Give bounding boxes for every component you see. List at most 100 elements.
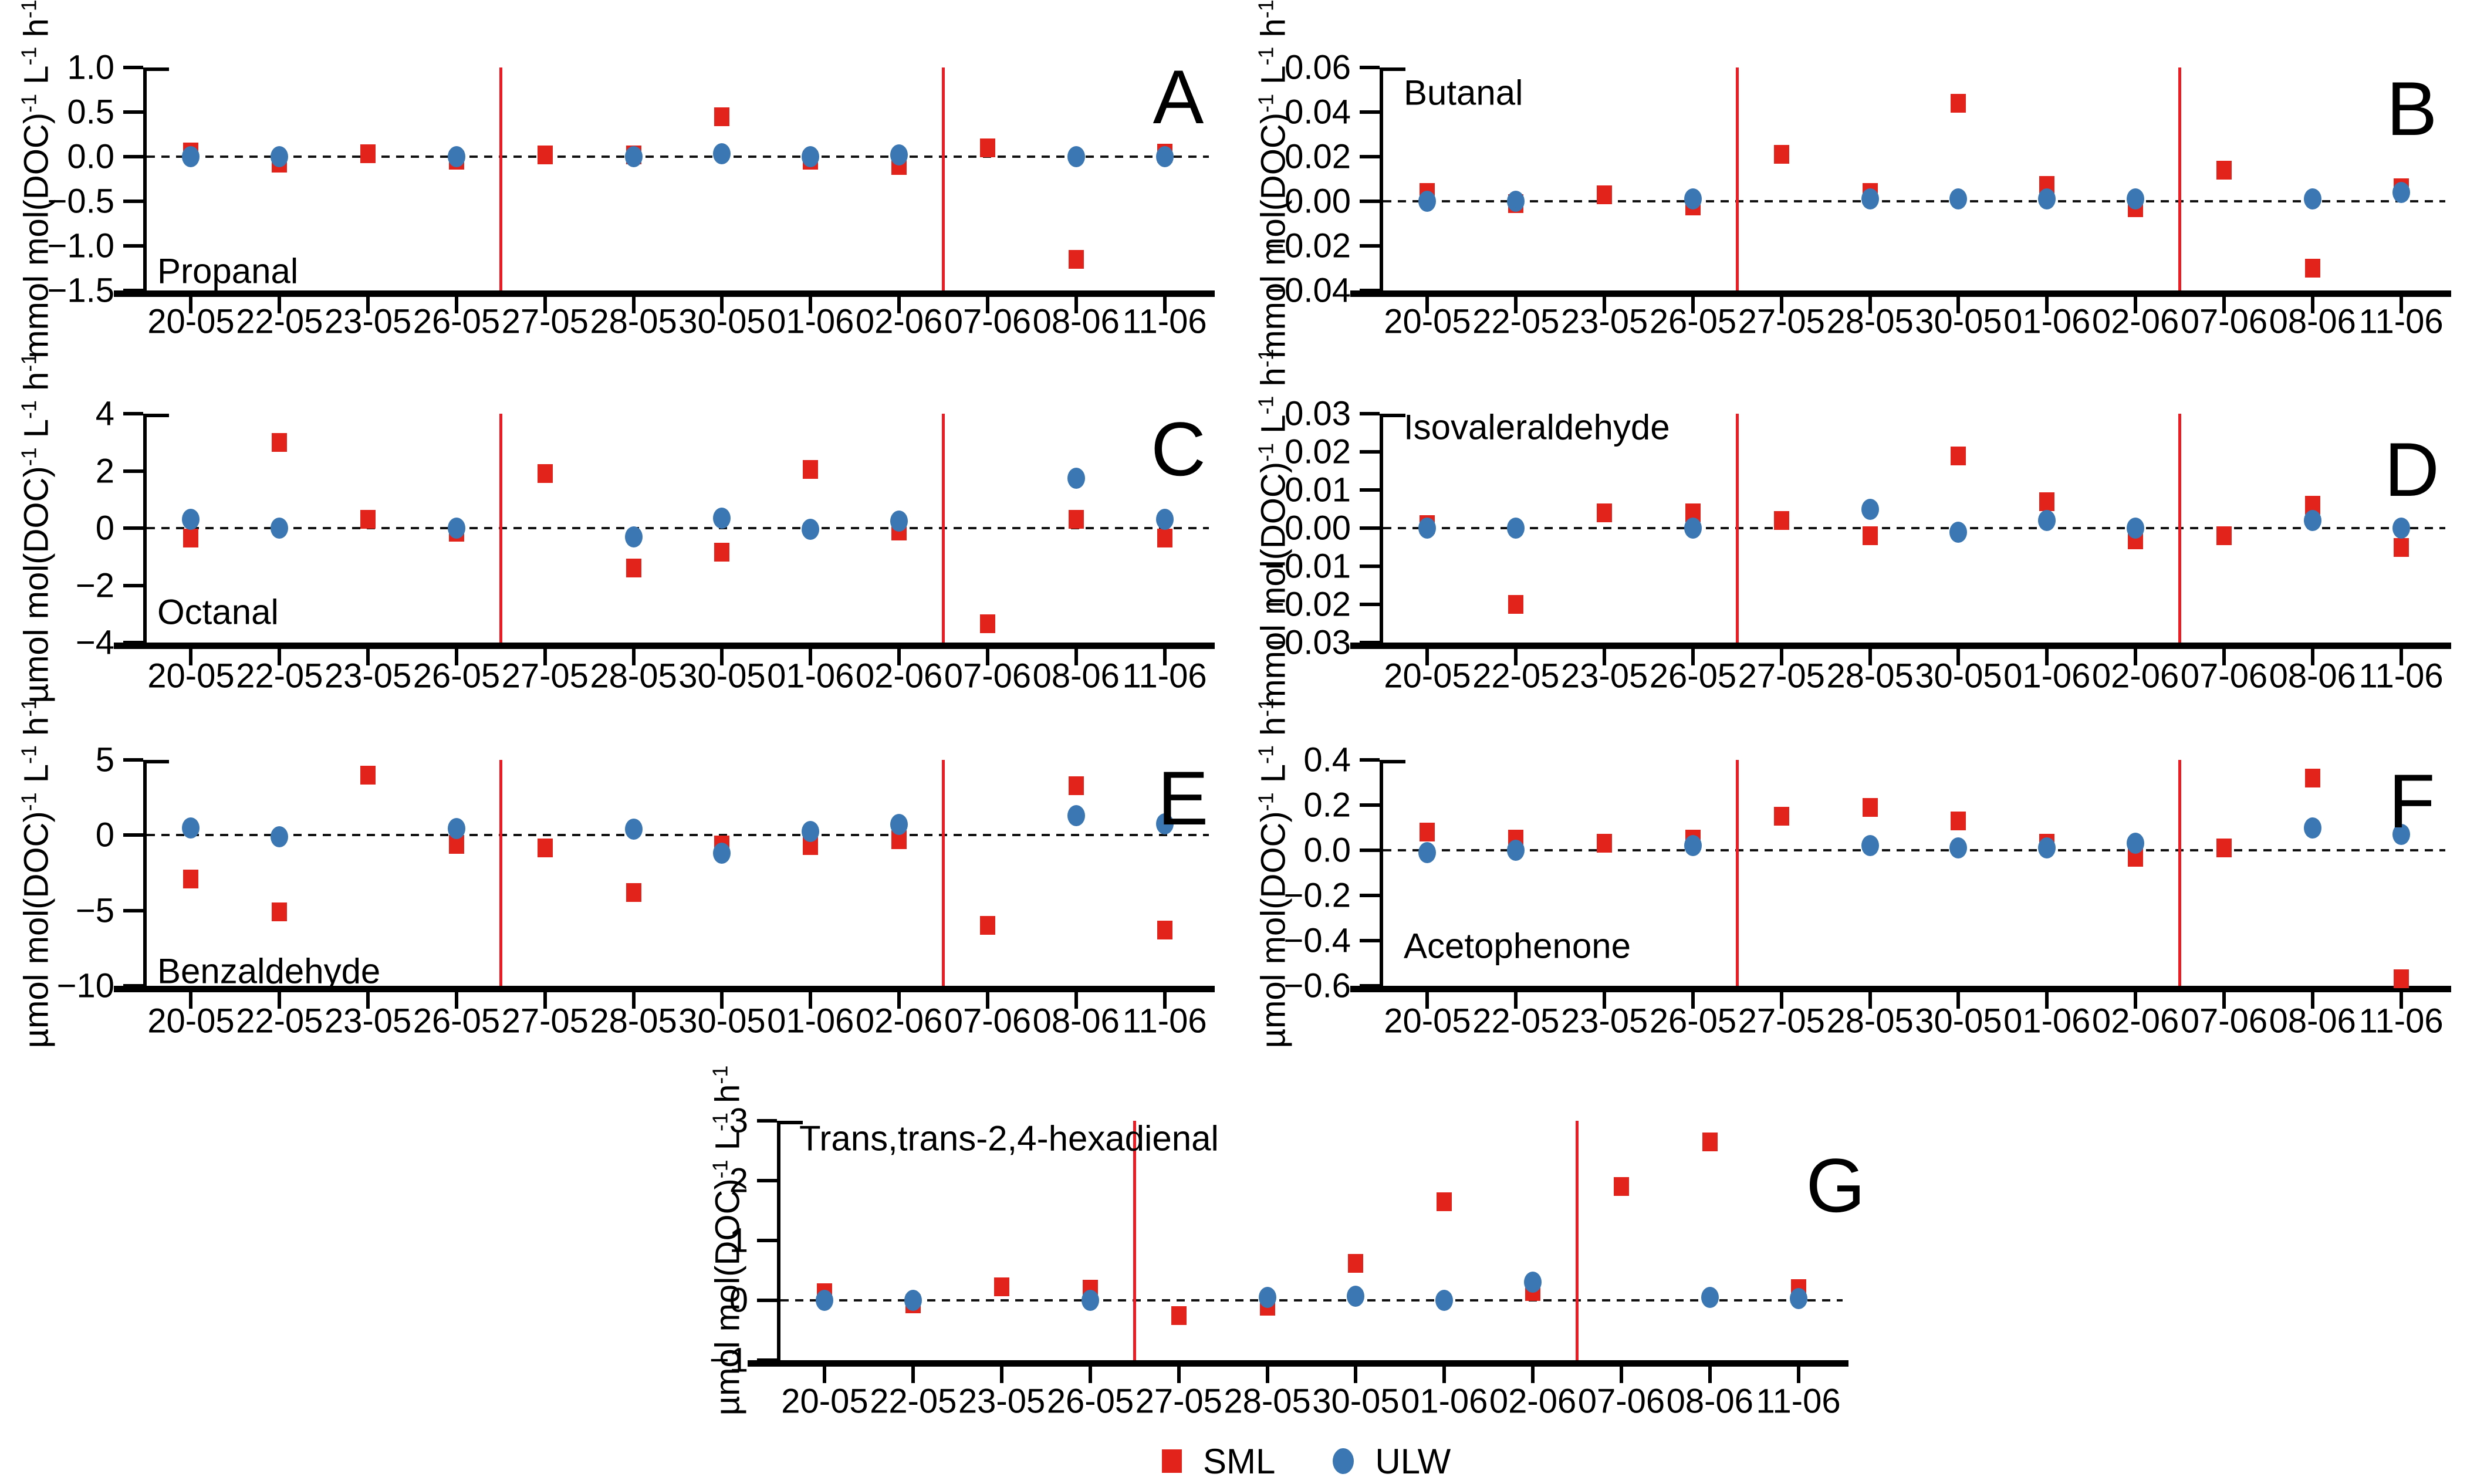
ulw-point xyxy=(2303,188,2321,210)
y-tick-mark xyxy=(123,469,143,473)
x-tick-label: 07-06 xyxy=(1577,1382,1665,1421)
y-tick-mark xyxy=(123,66,143,69)
ulw-point xyxy=(1861,498,1879,520)
x-tick-mark xyxy=(2310,297,2314,313)
x-tick-label: 11-06 xyxy=(2358,302,2444,341)
y-tick-mark xyxy=(123,526,143,530)
ulw-point xyxy=(2303,817,2321,839)
x-tick-label: 28-05 xyxy=(590,302,677,341)
legend-label-sml: SML xyxy=(1203,1441,1276,1481)
x-tick-mark xyxy=(911,1367,915,1383)
y-axis-top-cap xyxy=(147,67,169,71)
x-tick-mark xyxy=(1779,992,1783,1009)
sml-point xyxy=(626,883,641,902)
ulw-point xyxy=(1418,191,1437,212)
ulw-point xyxy=(182,817,200,839)
panel-title: Butanal xyxy=(1404,73,1523,113)
x-tick-label: 07-06 xyxy=(2180,657,2268,695)
x-tick-mark xyxy=(2134,992,2138,1009)
panel-title: Isovaleraldehyde xyxy=(1404,407,1670,447)
ulw-point xyxy=(816,1290,834,1311)
x-tick-mark xyxy=(2045,649,2049,665)
x-tick-label: 23-05 xyxy=(958,1382,1046,1421)
x-tick-label: 30-05 xyxy=(1915,657,2002,695)
sml-point xyxy=(183,529,199,548)
x-tick-label: 23-05 xyxy=(324,657,412,695)
y-axis-spine xyxy=(143,414,147,648)
panel-letter: D xyxy=(2384,427,2439,512)
y-tick-mark xyxy=(1360,803,1380,807)
ulw-point xyxy=(1507,840,1525,861)
ulw-point xyxy=(271,826,289,847)
y-tick-mark xyxy=(1360,603,1380,606)
y-tick-label: 2 xyxy=(729,1161,748,1200)
x-tick-mark xyxy=(2222,649,2226,665)
ulw-point xyxy=(1507,518,1525,539)
x-tick-mark xyxy=(1956,649,1961,665)
x-tick-mark xyxy=(897,649,901,665)
x-tick-label: 28-05 xyxy=(590,657,677,695)
y-tick-label: −0.04 xyxy=(1265,271,1351,310)
x-tick-label: 20-05 xyxy=(147,1002,235,1040)
x-tick-mark xyxy=(366,297,370,313)
sml-point xyxy=(1597,834,1613,853)
y-tick-label: 0.4 xyxy=(1303,741,1351,779)
y-tick-mark xyxy=(123,908,143,912)
panel-title: Propanal xyxy=(157,251,299,291)
sml-point xyxy=(994,1277,1010,1296)
x-tick-mark xyxy=(2045,992,2049,1009)
x-tick-label: 22-05 xyxy=(1472,1002,1560,1040)
ulw-point xyxy=(182,509,200,530)
x-tick-label: 07-06 xyxy=(2180,1002,2268,1040)
x-tick-label: 01-06 xyxy=(2003,657,2091,695)
x-tick-label: 27-05 xyxy=(1738,657,1825,695)
x-tick-label: 22-05 xyxy=(236,1002,323,1040)
period-separator-line xyxy=(2178,760,2181,986)
sml-point xyxy=(803,460,819,479)
x-axis-line xyxy=(1350,290,2451,297)
x-tick-label: 23-05 xyxy=(1560,302,1648,341)
x-tick-mark xyxy=(2399,649,2403,665)
ulw-point xyxy=(904,1290,922,1311)
y-axis-top-cap xyxy=(1383,414,1405,417)
y-tick-mark xyxy=(123,412,143,415)
sml-point xyxy=(1068,249,1084,269)
x-tick-mark xyxy=(1691,297,1695,313)
ulw-point xyxy=(1949,521,1968,543)
x-tick-label: 23-05 xyxy=(324,302,412,341)
x-tick-label: 30-05 xyxy=(1915,302,2002,341)
x-tick-label: 30-05 xyxy=(678,1002,766,1040)
x-tick-mark xyxy=(366,649,370,665)
y-axis-spine xyxy=(1380,67,1383,296)
sml-point xyxy=(979,916,995,935)
period-separator-line xyxy=(942,414,945,643)
ulw-point xyxy=(890,510,908,532)
sml-point xyxy=(1508,595,1524,614)
ulw-point xyxy=(1684,518,1702,539)
x-tick-label: 20-05 xyxy=(147,657,235,695)
x-tick-label: 02-06 xyxy=(2091,657,2179,695)
sml-point xyxy=(1068,776,1084,795)
y-tick-mark xyxy=(1360,849,1380,852)
ulw-point xyxy=(890,144,908,165)
y-tick-mark xyxy=(123,289,143,292)
x-tick-label: 02-06 xyxy=(855,657,943,695)
x-tick-mark xyxy=(1088,1367,1092,1383)
period-separator-line xyxy=(1735,760,1739,986)
period-separator-line xyxy=(499,760,502,986)
ulw-point xyxy=(624,146,643,167)
x-tick-label: 08-06 xyxy=(2269,657,2356,695)
x-tick-mark xyxy=(543,297,547,313)
sml-point xyxy=(1348,1253,1364,1273)
x-axis-line xyxy=(1350,643,2451,649)
x-tick-label: 08-06 xyxy=(1032,657,1120,695)
sml-point xyxy=(1862,797,1878,817)
x-tick-mark xyxy=(1691,992,1695,1009)
sml-point xyxy=(272,432,288,452)
zero-reference-line xyxy=(147,834,1209,837)
x-tick-mark xyxy=(2045,297,2049,313)
x-tick-label: 02-06 xyxy=(2091,1002,2179,1040)
y-tick-label: 0.00 xyxy=(1285,509,1351,547)
